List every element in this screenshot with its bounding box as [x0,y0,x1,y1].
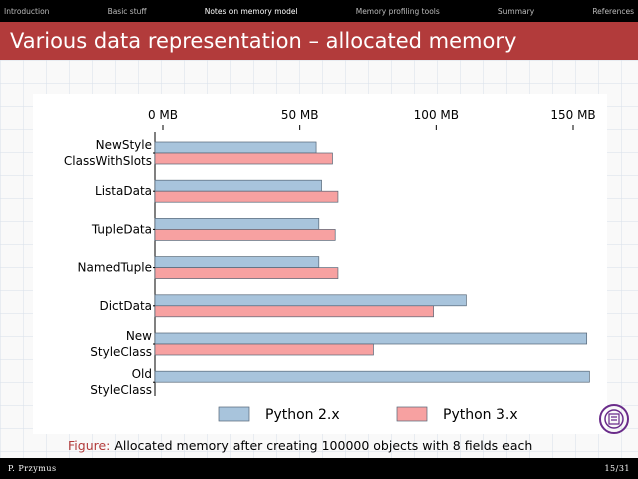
footer-author: P. Przymus [8,464,57,473]
slide-title-bar: Various data representation – allocated … [0,22,638,60]
nav-item-introduction[interactable]: Introduction [4,6,50,16]
caption-text: Allocated memory after creating 100000 o… [114,438,533,453]
nav-item-summary[interactable]: Summary [497,6,535,16]
bar-python3 [154,229,336,241]
category-label: New [126,329,152,343]
page-number: 15/31 [604,464,630,473]
bar-python3 [154,152,333,165]
slide-title: Various data representation – allocated … [10,29,517,53]
category-label: DictData [99,299,152,313]
bar-chart: 0 MB 50 MB 100 MB 150 MB NewStyle ClassWithSl… [64,108,596,423]
bar-python3 [154,343,374,356]
x-tick-label: 0 MB [148,108,178,122]
bar-python2 [154,332,588,345]
bar-python2 [154,218,320,230]
bar-python2 [154,141,317,154]
category-label: Old [132,367,152,381]
section-navigation: Introduction Basic stuff Notes on memory m… [0,0,638,22]
x-tick-label: 100 MB [414,108,459,122]
category-label: NewStyle [96,138,152,152]
category-label: StyleClass [90,345,152,359]
category-label: TupleData [91,222,152,236]
category-label: ClassWithSlots [64,154,152,168]
nav-item-references[interactable]: References [592,6,634,16]
legend-label: Python 3.x [443,407,518,423]
bar-python2 [154,294,467,307]
nav-item-memory-profiling-tools[interactable]: Memory profiling tools [355,6,440,16]
bar-python3 [154,305,434,318]
nav-item-basic-stuff[interactable]: Basic stuff [107,6,147,16]
bar-python2 [154,179,322,192]
university-seal-icon [597,400,631,438]
x-tick-label: 50 MB [281,108,319,122]
slide-footer: P. Przymus 15/31 [0,458,638,479]
category-label: StyleClass [90,383,152,397]
legend-label: Python 2.x [265,407,340,423]
caption-label: Figure: [68,438,111,453]
legend-swatch [218,406,250,422]
bar-python3 [154,267,339,279]
category-label: ListaData [95,184,152,198]
bar-python2 [154,370,590,383]
bar-python2 [154,256,320,268]
legend-swatch [396,406,428,422]
bar-python3 [154,190,339,203]
chart-panel: 0 MB 50 MB 100 MB 150 MB NewStyle ClassWithSl… [33,94,607,434]
category-label: NamedTuple [78,261,152,275]
nav-item-notes-on-memory-model[interactable]: Notes on memory model [204,6,298,16]
x-tick-label: 150 MB [550,108,595,122]
figure-caption: Figure: Allocated memory after creating … [68,438,532,453]
